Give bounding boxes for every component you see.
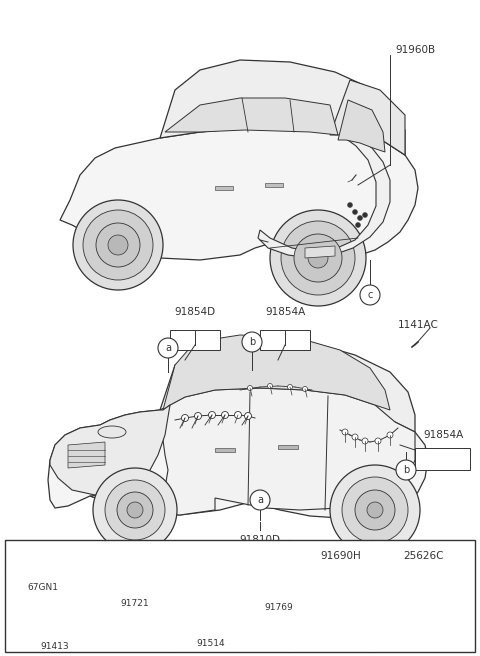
Circle shape — [13, 546, 33, 566]
Circle shape — [270, 210, 366, 306]
Circle shape — [181, 415, 189, 422]
Text: 91854A: 91854A — [423, 430, 463, 440]
Polygon shape — [160, 340, 415, 432]
Circle shape — [230, 603, 248, 621]
Circle shape — [221, 411, 228, 419]
Circle shape — [352, 434, 358, 440]
Bar — [215, 186, 233, 190]
Circle shape — [362, 438, 368, 444]
Bar — [170, 330, 220, 350]
Circle shape — [308, 248, 328, 268]
Text: 91854A: 91854A — [265, 307, 305, 317]
Text: b: b — [249, 337, 255, 347]
Polygon shape — [68, 442, 105, 468]
Circle shape — [348, 203, 352, 207]
Ellipse shape — [98, 426, 126, 438]
Circle shape — [97, 594, 117, 614]
Circle shape — [267, 384, 273, 388]
Circle shape — [96, 223, 140, 267]
Text: 1141AC: 1141AC — [398, 320, 439, 330]
Circle shape — [208, 411, 216, 419]
Circle shape — [194, 413, 202, 419]
Circle shape — [360, 285, 380, 305]
Polygon shape — [305, 246, 335, 258]
Circle shape — [248, 386, 252, 390]
Circle shape — [302, 386, 308, 392]
Bar — [415, 448, 470, 470]
Circle shape — [294, 234, 342, 282]
Polygon shape — [330, 80, 405, 155]
Text: c: c — [367, 290, 372, 300]
Text: 91810D: 91810D — [240, 535, 280, 545]
Circle shape — [127, 502, 143, 518]
Bar — [260, 330, 310, 350]
Circle shape — [387, 432, 393, 438]
Ellipse shape — [358, 592, 366, 600]
Text: 91690H: 91690H — [320, 551, 361, 561]
Circle shape — [288, 384, 292, 390]
Text: c: c — [303, 551, 309, 561]
Circle shape — [281, 221, 355, 295]
Circle shape — [246, 603, 256, 613]
Bar — [399, 593, 447, 631]
Text: 67GN1: 67GN1 — [27, 583, 58, 592]
Circle shape — [73, 200, 163, 290]
Polygon shape — [50, 405, 170, 495]
Polygon shape — [48, 408, 428, 518]
Circle shape — [356, 222, 360, 228]
Text: a: a — [20, 551, 26, 561]
Circle shape — [342, 429, 348, 435]
Circle shape — [242, 332, 262, 352]
Circle shape — [244, 413, 252, 419]
Bar — [278, 445, 298, 449]
Polygon shape — [163, 335, 390, 410]
Circle shape — [105, 480, 165, 540]
Circle shape — [102, 599, 112, 609]
Text: 91413: 91413 — [40, 642, 69, 651]
Circle shape — [375, 438, 381, 444]
Polygon shape — [338, 100, 385, 152]
Polygon shape — [60, 128, 418, 260]
Circle shape — [419, 608, 427, 616]
Circle shape — [117, 492, 153, 528]
Text: 91960B: 91960B — [395, 45, 435, 55]
Bar — [5, 540, 475, 652]
Circle shape — [158, 338, 178, 358]
Circle shape — [250, 490, 270, 510]
Bar — [215, 448, 235, 452]
Text: b: b — [185, 551, 191, 561]
Text: a: a — [165, 343, 171, 353]
Bar — [265, 183, 283, 187]
Circle shape — [296, 546, 316, 566]
Circle shape — [234, 607, 244, 617]
Circle shape — [352, 209, 358, 215]
Circle shape — [235, 411, 241, 419]
Circle shape — [362, 213, 368, 218]
Circle shape — [355, 490, 395, 530]
Circle shape — [241, 598, 261, 618]
Polygon shape — [160, 60, 405, 155]
Circle shape — [83, 210, 153, 280]
Polygon shape — [258, 138, 390, 258]
Text: b: b — [403, 465, 409, 475]
Text: 91721: 91721 — [120, 600, 149, 609]
Circle shape — [342, 477, 408, 543]
Circle shape — [86, 600, 104, 618]
Circle shape — [93, 468, 177, 552]
Circle shape — [396, 460, 416, 480]
Circle shape — [367, 502, 383, 518]
Circle shape — [90, 604, 100, 614]
Circle shape — [108, 235, 128, 255]
Text: 91514: 91514 — [196, 639, 225, 648]
Text: a: a — [257, 495, 263, 505]
Text: 91769: 91769 — [264, 604, 293, 613]
Circle shape — [178, 546, 198, 566]
Circle shape — [330, 465, 420, 555]
Circle shape — [358, 216, 362, 220]
Text: 25626C: 25626C — [403, 551, 443, 561]
Polygon shape — [90, 388, 415, 515]
Text: 91854D: 91854D — [174, 307, 216, 317]
Ellipse shape — [301, 626, 309, 633]
Polygon shape — [165, 98, 338, 135]
